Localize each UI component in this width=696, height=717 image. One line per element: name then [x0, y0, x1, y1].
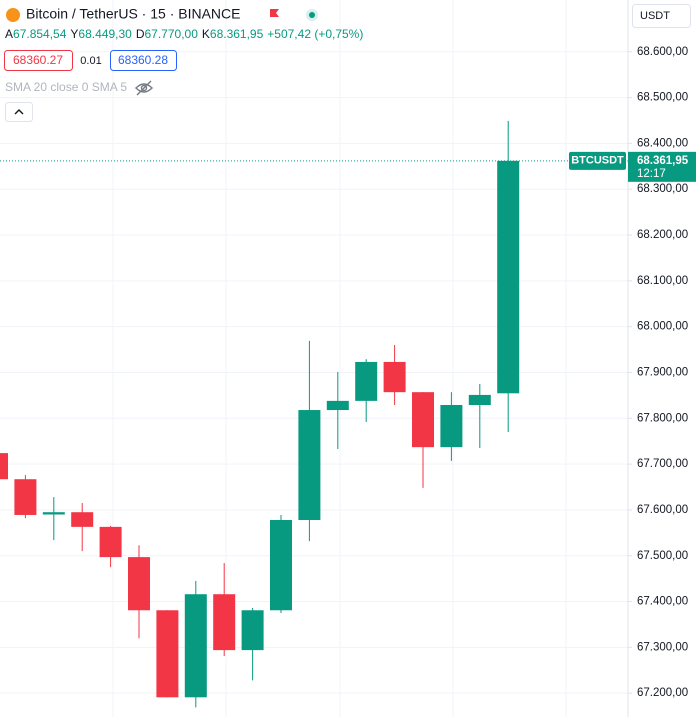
y-tick-label: 68.100,00: [637, 275, 688, 287]
candle-body: [99, 526, 122, 558]
candle-body: [412, 392, 434, 448]
legend-key: Y: [70, 27, 78, 41]
y-tick-label: 68.000,00: [637, 321, 688, 333]
candle-body: [326, 400, 349, 411]
y-tick-label: 68.200,00: [637, 229, 688, 241]
candle-body: [71, 512, 94, 527]
buy-button[interactable]: [110, 50, 177, 71]
y-tick-label: 67.500,00: [637, 550, 688, 562]
sell-button[interactable]: [4, 50, 73, 71]
y-tick-label: 68.300,00: [637, 183, 688, 195]
y-tick-label: 68.500,00: [637, 92, 688, 104]
legend-key: A: [5, 27, 13, 41]
collapse-icon: [14, 109, 24, 115]
plot: [0, 51, 628, 708]
y-tick-label: 67.200,00: [637, 687, 688, 699]
legend-value: 68.449,30: [78, 27, 132, 41]
y-tick-label: 67.300,00: [637, 641, 688, 653]
coin-icon: [6, 8, 20, 22]
candle-body: [355, 361, 378, 401]
hide-icon[interactable]: [135, 80, 153, 96]
spread: 0.01: [80, 55, 101, 67]
y-tick-label: 68.400,00: [637, 137, 688, 149]
candle-body: [14, 479, 37, 515]
collapse-button[interactable]: [5, 102, 33, 122]
symbol-title[interactable]: Bitcoin / TetherUS · 15 · BINANCE: [26, 6, 240, 22]
candle-body: [440, 405, 463, 448]
legend-key: K: [202, 27, 210, 41]
candle-body: [468, 394, 491, 406]
y-tick-label: 68.600,00: [637, 46, 688, 58]
candle-body: [128, 557, 150, 611]
price-badge-text: 68.361,95: [637, 155, 689, 167]
legend-value: 67.854,54: [13, 27, 67, 41]
buy-price[interactable]: 68360.28: [118, 53, 168, 67]
candle-body: [184, 594, 207, 698]
candle-body: [383, 361, 406, 393]
candle-body: [241, 610, 264, 651]
countdown-text: 12:17: [637, 168, 666, 180]
price-axis: 67.200,00 67.300,00 67.400,00 67.500,00 67.6…: [628, 46, 688, 699]
candle-body: [156, 610, 179, 698]
y-tick-label: 67.900,00: [637, 367, 688, 379]
candle-body: [42, 512, 65, 515]
candle-body: [298, 410, 321, 520]
legend-key: D: [136, 27, 145, 41]
ohlc-legend: A67.854,54 Y68.449,30 D67.770,00 K68.361,95…: [5, 27, 363, 41]
status-dot: [309, 12, 315, 18]
currency-select[interactable]: [632, 4, 691, 28]
candle-body: [213, 594, 236, 651]
flag-icon[interactable]: [270, 9, 279, 17]
legend-value: 67.770,00: [144, 27, 198, 41]
ohlc-text: A67.854,54 Y68.449,30 D67.770,00 K68.361,95…: [5, 27, 363, 41]
y-tick-label: 67.800,00: [637, 412, 688, 424]
candle-body: [270, 519, 292, 611]
legend-change: +507,42 (+0,75%): [267, 27, 363, 41]
legend-value: 68.361,95: [210, 27, 264, 41]
symbol-badge-text: BTCUSDT: [571, 155, 624, 167]
y-tick-label: 67.400,00: [637, 596, 688, 608]
currency[interactable]: USDT: [640, 10, 670, 22]
indicator-label[interactable]: SMA 20 close 0 SMA 5: [5, 80, 127, 94]
candle-body: [0, 453, 8, 480]
sell-price[interactable]: 68360.27: [13, 53, 63, 67]
candle-body: [497, 160, 520, 394]
y-tick-label: 67.600,00: [637, 504, 688, 516]
y-tick-label: 67.700,00: [637, 458, 688, 470]
symbol-badge: [569, 151, 626, 170]
price-badge: [628, 151, 696, 182]
